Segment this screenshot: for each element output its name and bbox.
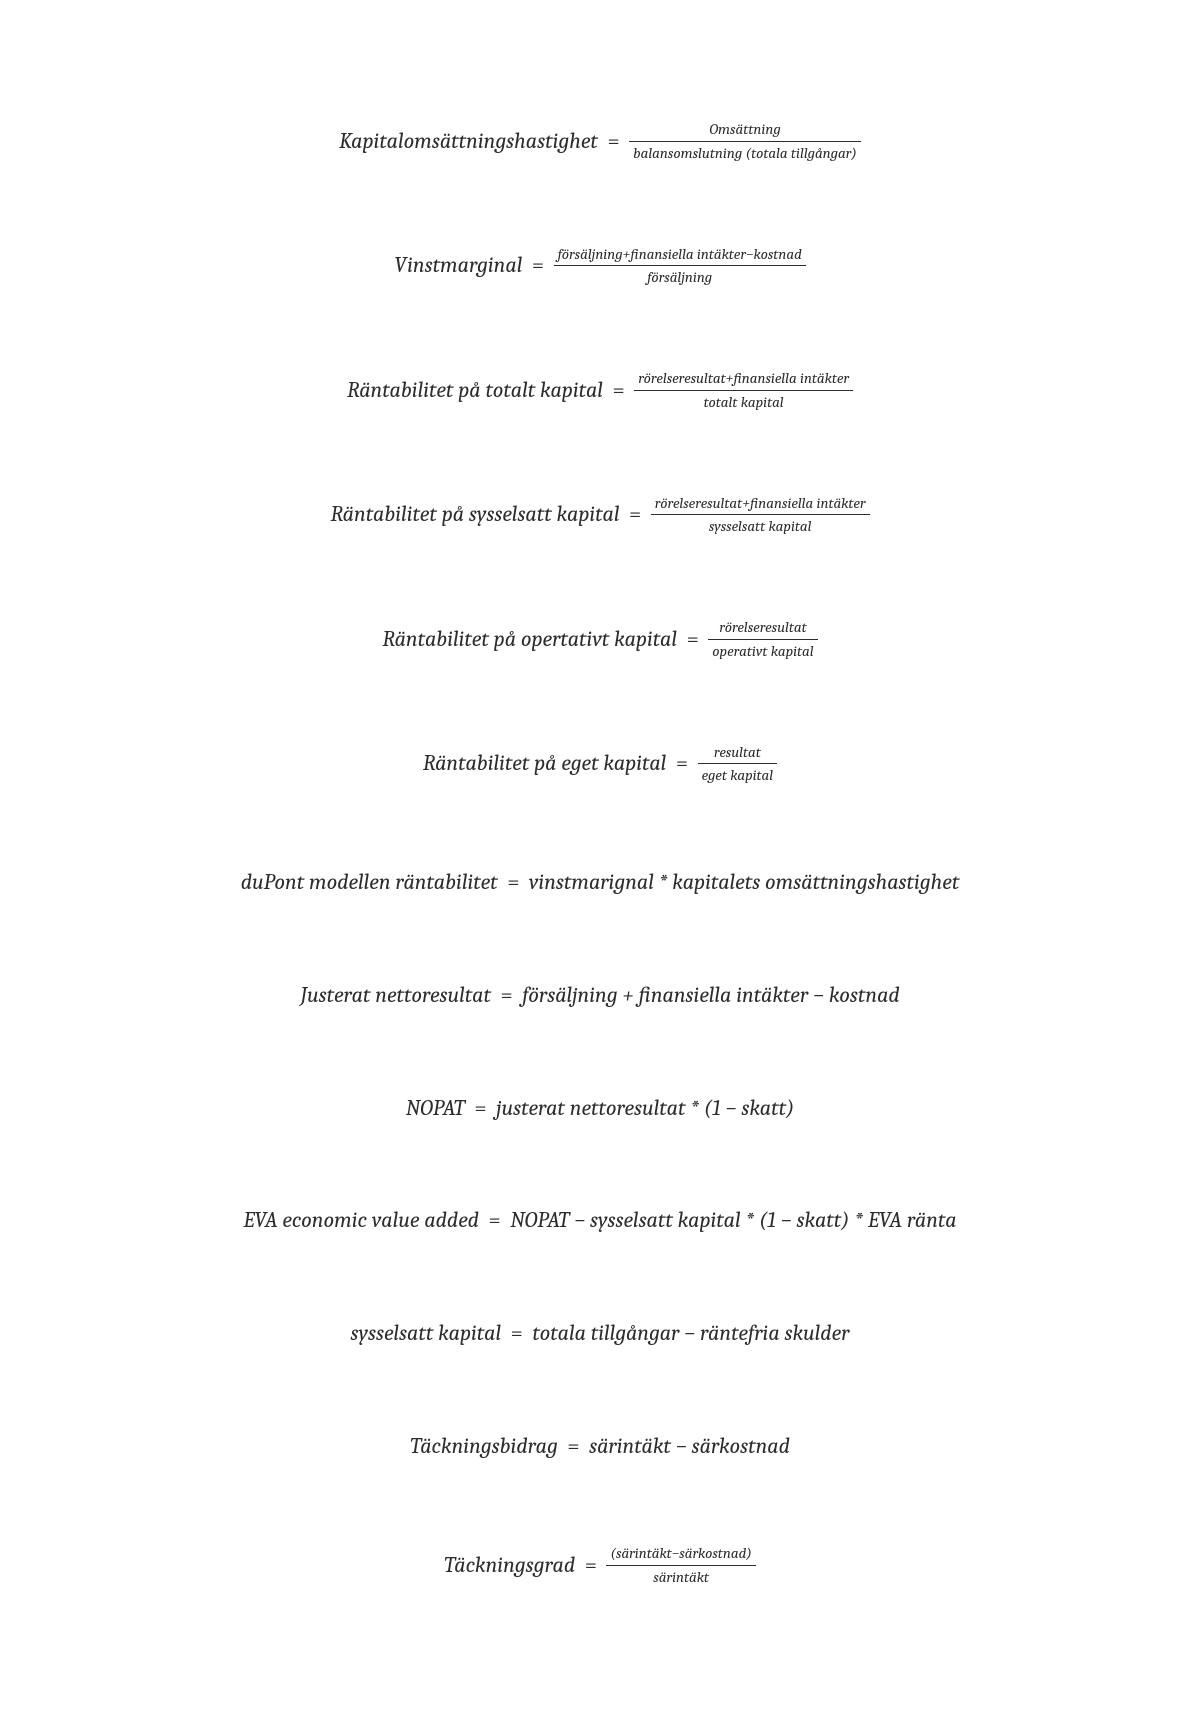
formula-kapitalomsattningshastighet: Kapitalomsättningshastighet = Omsättning… bbox=[100, 120, 1100, 163]
formula-lhs: Räntabilitet på sysselsatt kapital bbox=[330, 499, 619, 530]
formula-rantabilitet-sysselsatt-kapital: Räntabilitet på sysselsatt kapital = rör… bbox=[100, 494, 1100, 537]
formula-lhs: NOPAT bbox=[406, 1093, 465, 1124]
formula-fraction: rörelseresultat+finansiella intäkter sys… bbox=[651, 494, 870, 537]
equals-sign: = bbox=[585, 1550, 597, 1581]
fraction-numerator: (särintäkt−särkostnad) bbox=[606, 1544, 755, 1565]
equals-sign: = bbox=[488, 1205, 500, 1236]
formula-lhs: Räntabilitet på opertativt kapital bbox=[382, 624, 677, 655]
equals-sign: = bbox=[612, 375, 624, 406]
formula-lhs: Räntabilitet på totalt kapital bbox=[347, 375, 603, 406]
formula-rhs: justerat nettoresultat * (1 − skatt) bbox=[496, 1093, 794, 1124]
formula-rantabilitet-operativt-kapital: Räntabilitet på opertativt kapital = rör… bbox=[100, 618, 1100, 661]
equals-sign: = bbox=[507, 867, 519, 898]
formula-fraction: (särintäkt−särkostnad) särintäkt bbox=[606, 1544, 755, 1587]
fraction-numerator: Omsättning bbox=[629, 120, 861, 141]
fraction-denominator: försäljning bbox=[554, 265, 806, 287]
page: Kapitalomsättningshastighet = Omsättning… bbox=[0, 0, 1200, 1728]
equals-sign: = bbox=[567, 1431, 579, 1462]
formula-tackningsbidrag: Täckningsbidrag = särintäkt − särkostnad bbox=[100, 1431, 1100, 1462]
formula-lhs: duPont modellen räntabilitet bbox=[241, 867, 498, 898]
formula-lhs: Täckningsgrad bbox=[444, 1550, 575, 1581]
formula-nopat: NOPAT = justerat nettoresultat * (1 − sk… bbox=[100, 1093, 1100, 1124]
formula-rhs: försäljning + finansiella intäkter − kos… bbox=[522, 980, 900, 1011]
formula-rhs: NOPAT − sysselsatt kapital * (1 − skatt)… bbox=[510, 1205, 956, 1236]
fraction-numerator: rörelseresultat+finansiella intäkter bbox=[651, 494, 870, 515]
formula-rhs: totala tillgångar − räntefria skulder bbox=[532, 1318, 849, 1349]
equals-sign: = bbox=[607, 126, 619, 157]
formula-rantabilitet-totalt-kapital: Räntabilitet på totalt kapital = rörelse… bbox=[100, 369, 1100, 412]
formula-fraction: resultat eget kapital bbox=[698, 743, 778, 786]
formula-dupont-modellen: duPont modellen räntabilitet = vinstmari… bbox=[100, 867, 1100, 898]
formula-fraction: rörelseresultat operativt kapital bbox=[708, 618, 817, 661]
formula-fraction: Omsättning balansomslutning (totala till… bbox=[629, 120, 861, 163]
fraction-denominator: operativt kapital bbox=[708, 639, 817, 661]
formula-vinstmarginal: Vinstmarginal = försäljning+finansiella … bbox=[100, 245, 1100, 288]
formula-justerat-nettoresultat: Justerat nettoresultat = försäljning + f… bbox=[100, 980, 1100, 1011]
fraction-denominator: totalt kapital bbox=[634, 390, 853, 412]
equals-sign: = bbox=[676, 748, 688, 779]
formula-rantabilitet-eget-kapital: Räntabilitet på eget kapital = resultat … bbox=[100, 743, 1100, 786]
fraction-denominator: eget kapital bbox=[698, 763, 778, 785]
fraction-denominator: balansomslutning (totala tillgångar) bbox=[629, 141, 861, 163]
fraction-numerator: försäljning+finansiella intäkter−kostnad bbox=[554, 245, 806, 266]
formula-lhs: Justerat nettoresultat bbox=[300, 980, 491, 1011]
equals-sign: = bbox=[474, 1093, 486, 1124]
equals-sign: = bbox=[500, 980, 512, 1011]
fraction-denominator: särintäkt bbox=[606, 1565, 755, 1587]
formula-lhs: Räntabilitet på eget kapital bbox=[423, 748, 666, 779]
formula-fraction: rörelseresultat+finansiella intäkter tot… bbox=[634, 369, 853, 412]
formula-tackningsgrad: Täckningsgrad = (särintäkt−särkostnad) s… bbox=[100, 1544, 1100, 1587]
equals-sign: = bbox=[532, 250, 544, 281]
formula-lhs: sysselsatt kapital bbox=[351, 1318, 502, 1349]
fraction-numerator: rörelseresultat bbox=[708, 618, 817, 639]
equals-sign: = bbox=[511, 1318, 523, 1349]
formula-fraction: försäljning+finansiella intäkter−kostnad… bbox=[554, 245, 806, 288]
fraction-denominator: sysselsatt kapital bbox=[651, 514, 870, 536]
equals-sign: = bbox=[629, 499, 641, 530]
formula-eva: EVA economic value added = NOPAT − sysse… bbox=[100, 1205, 1100, 1236]
formula-lhs: Vinstmarginal bbox=[394, 250, 522, 281]
formula-rhs: särintäkt − särkostnad bbox=[589, 1431, 790, 1462]
formula-lhs: Täckningsbidrag bbox=[410, 1431, 558, 1462]
formula-sysselsatt-kapital: sysselsatt kapital = totala tillgångar −… bbox=[100, 1318, 1100, 1349]
formula-rhs: vinstmarignal * kapitalets omsättningsha… bbox=[529, 867, 959, 898]
fraction-numerator: rörelseresultat+finansiella intäkter bbox=[634, 369, 853, 390]
equals-sign: = bbox=[687, 624, 699, 655]
formula-lhs: EVA economic value added bbox=[243, 1205, 479, 1236]
formula-lhs: Kapitalomsättningshastighet bbox=[339, 126, 598, 157]
fraction-numerator: resultat bbox=[698, 743, 778, 764]
